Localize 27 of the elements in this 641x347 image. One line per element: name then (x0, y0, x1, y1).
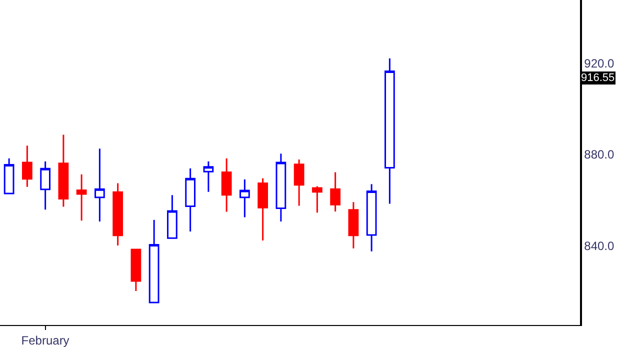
candlestick (148, 219, 160, 304)
candlestick (185, 168, 196, 232)
y-tick-label: 880.0 (584, 148, 615, 162)
candlestick (348, 201, 359, 250)
candlestick (130, 248, 142, 292)
candlestick (22, 144, 32, 188)
candlestick (167, 194, 178, 239)
candlestick (366, 183, 377, 252)
candlestick (294, 158, 304, 207)
candlestick (94, 148, 105, 222)
candlestick (276, 152, 286, 222)
candlestick (203, 160, 214, 193)
candlestick (4, 158, 14, 194)
candlestick (76, 174, 87, 222)
y-tick-label: 840.0 (584, 238, 615, 253)
candlestick (312, 185, 322, 214)
candlestick (258, 177, 268, 242)
x-tick-label: February (21, 333, 70, 347)
y-tick-label: 920.0 (584, 56, 615, 71)
candlestick (330, 172, 340, 212)
candlestick (112, 182, 123, 246)
candlestick (40, 160, 50, 210)
annotation: 916.55 (581, 72, 615, 84)
candlestick (221, 158, 232, 212)
candlestick (58, 134, 69, 208)
candlestick (384, 58, 395, 204)
candlestick (240, 178, 250, 218)
